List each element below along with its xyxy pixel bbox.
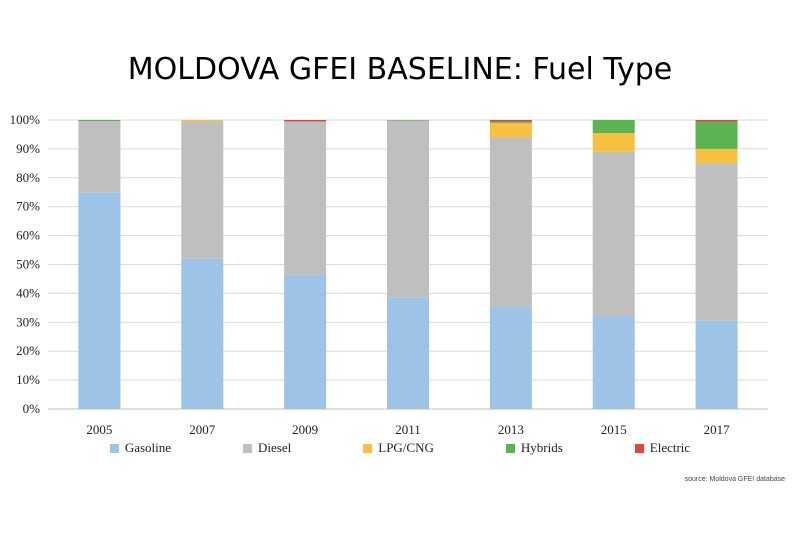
y-tick-label: 60% [16, 228, 40, 243]
legend-swatch [109, 443, 119, 453]
legend-label: Electric [649, 440, 691, 455]
y-tick-label: 40% [16, 285, 40, 300]
legend-label: LPG/CNG [378, 440, 434, 455]
legend-swatch [243, 443, 253, 453]
legend-item-electric: Electric [634, 440, 691, 456]
x-axis-ticks: 2005 2007 2009 2011 2013 2015 2017 [86, 422, 730, 437]
bar-segment-gasoline-2017 [695, 320, 738, 409]
bar-segment-diesel-2009 [284, 121, 327, 275]
bar-segment-hybrids-2017 [695, 121, 738, 149]
y-tick-label: 50% [16, 257, 40, 272]
legend-item-hybrids: Hybrids [505, 440, 563, 456]
y-axis-ticks: 0% 10% 20% 30% 40% 50% 60% 70% 80% 90% 100% [10, 112, 41, 416]
bar-segment-diesel-2017 [695, 163, 738, 321]
x-tick-label: 2011 [395, 422, 421, 437]
bar-segment-electric-2009 [284, 120, 327, 122]
bar-segment-diesel-2007 [181, 121, 224, 259]
y-tick-label: 20% [16, 343, 40, 358]
legend-label: Gasoline [124, 440, 172, 455]
y-tick-label: 80% [16, 170, 40, 185]
bar-segment-lpg-cng-2017 [695, 148, 738, 164]
stacked-bar-chart: 0%10%20%30%40%50%60%70%80%90%100% 2005 20… [10, 112, 768, 437]
y-tick-label: 90% [16, 141, 40, 156]
x-tick-label: 2007 [189, 422, 216, 437]
bar-segment-hybrids-2011 [387, 120, 429, 121]
legend-swatch [634, 443, 644, 453]
chart-title: MOLDOVA GFEI BASELINE: Fuel Type [127, 52, 673, 87]
y-tick-label: 100% [10, 112, 41, 127]
bar-segment-hybrids-2013 [489, 121, 532, 123]
legend-item-lpg-cng: LPG/CNG [363, 440, 434, 456]
y-tick-label: 30% [16, 314, 40, 329]
bar-segment-lpg-cng-2015 [592, 133, 635, 152]
x-tick-label: 2009 [292, 422, 318, 437]
bar-segment-gasoline-2009 [284, 274, 327, 409]
bar-segment-electric-2017 [695, 120, 738, 122]
legend-swatch [505, 443, 515, 453]
bar-segment-hybrids-2005 [78, 120, 121, 122]
x-tick-label: 2017 [704, 422, 731, 437]
bar-segment-diesel-2015 [592, 151, 635, 317]
bar-segment-gasoline-2011 [387, 297, 429, 409]
legend-label: Hybrids [520, 440, 563, 455]
bar-segment-gasoline-2005 [78, 192, 121, 409]
bar-segment-gasoline-2007 [181, 258, 224, 409]
bar-segment-lpg-cng-2013 [489, 122, 532, 138]
bar-segment-electric-2013 [489, 120, 532, 122]
source-note: source: Moldova GFEI database [684, 476, 785, 483]
bar-segment-gasoline-2013 [489, 306, 532, 409]
bar-segment-diesel-2013 [489, 137, 532, 307]
x-tick-label: 2005 [86, 422, 112, 437]
bar-segment-gasoline-2015 [592, 316, 635, 409]
chart-legend: Gasoline Diesel LPG/CNG Hybrids Electric [0, 440, 800, 456]
bar-segment-diesel-2011 [387, 120, 429, 298]
x-tick-label: 2013 [498, 422, 524, 437]
y-tick-label: 70% [16, 199, 40, 214]
bar-segment-diesel-2005 [78, 121, 121, 193]
legend-item-diesel: Diesel [243, 440, 291, 456]
legend-item-gasoline: Gasoline [109, 440, 172, 456]
legend-label: Diesel [258, 440, 292, 455]
bar-segment-lpg-cng-2007 [181, 120, 224, 122]
bar-segment-hybrids-2015 [592, 120, 635, 134]
y-tick-label: 10% [16, 372, 40, 387]
bars [78, 120, 738, 409]
x-tick-label: 2015 [601, 422, 627, 437]
legend-swatch [363, 443, 373, 453]
y-tick-label: 0% [23, 401, 41, 416]
